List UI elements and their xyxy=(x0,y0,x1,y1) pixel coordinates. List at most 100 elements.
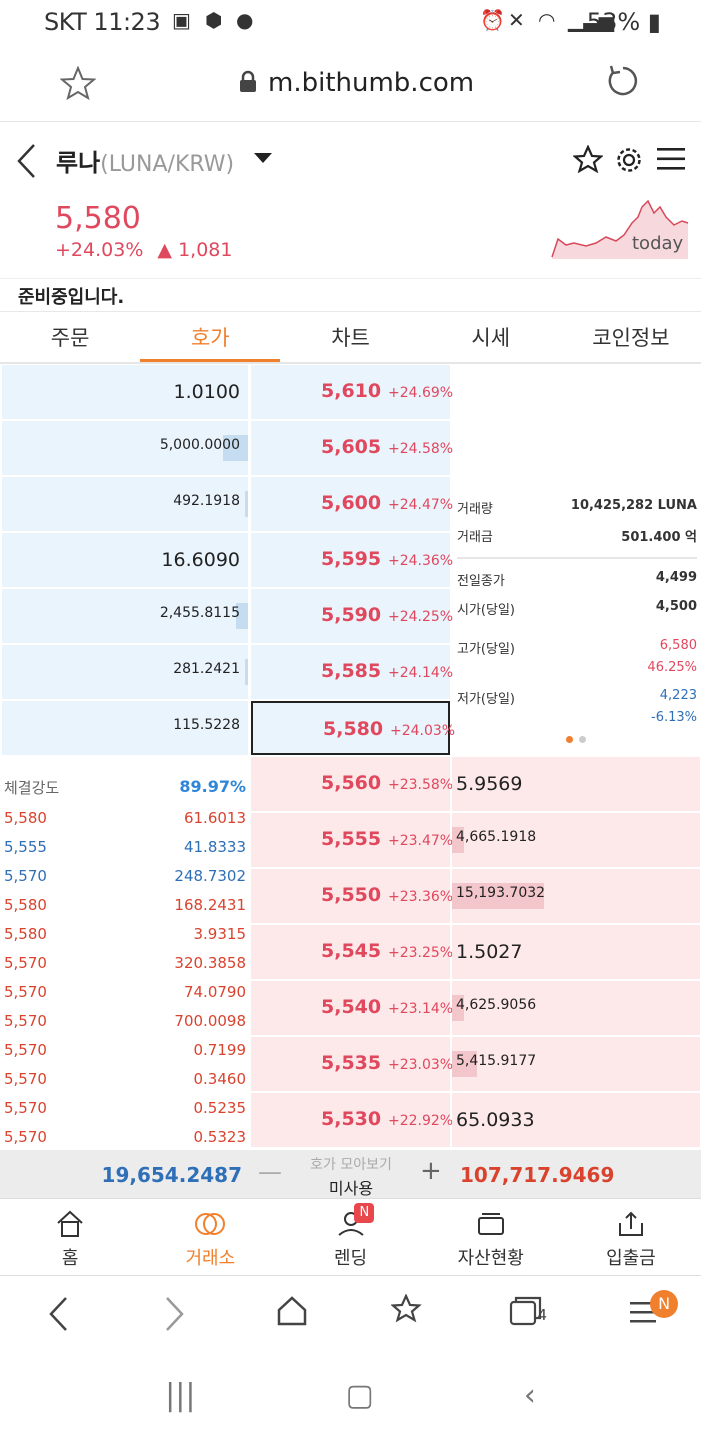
bid-percent: +23.25% xyxy=(388,945,454,961)
browser-menu-button[interactable]: N xyxy=(584,1278,701,1360)
trade-row: 5,570 700.0098 xyxy=(2,1012,248,1041)
trade-quantity: 0.5235 xyxy=(193,1099,247,1117)
tab-chart[interactable]: 차트 xyxy=(331,326,370,350)
trade-row: 5,555 41.8333 xyxy=(2,838,248,867)
back-icon[interactable]: ‹ xyxy=(523,1378,536,1413)
stat-label: 저가(당일) xyxy=(457,692,515,707)
browser-tabs-button[interactable]: 4 xyxy=(467,1278,584,1360)
bid-quantity-cell[interactable]: 5.9569 xyxy=(452,757,700,811)
tab-market[interactable]: 시세 xyxy=(471,326,511,350)
browser-home-button[interactable] xyxy=(234,1278,351,1360)
exchange-icon xyxy=(195,1213,226,1235)
browser-toolbar: 4 N xyxy=(0,1278,701,1360)
trade-price: 5,570 xyxy=(4,867,47,885)
menu-icon[interactable] xyxy=(656,147,686,171)
ask-price-cell[interactable]: 5,580 +24.03% xyxy=(251,701,455,755)
ask-quantity-cell[interactable]: 115.5228 xyxy=(2,701,248,755)
divider xyxy=(457,557,697,559)
bid-price-cell[interactable]: 5,540 +23.14% xyxy=(251,981,453,1035)
bid-quantity-cell[interactable]: 65.0933 xyxy=(452,1093,700,1147)
new-badge: N xyxy=(354,1203,375,1223)
ask-quantity-cell[interactable]: 492.1918 xyxy=(2,477,248,531)
trade-price: 5,580 xyxy=(4,896,47,914)
tab-order[interactable]: 주문 xyxy=(50,326,90,350)
volume-bar xyxy=(452,883,544,909)
ask-quantity-cell[interactable]: 281.2421 xyxy=(2,645,248,699)
toggle-value[interactable]: 미사용 xyxy=(328,1179,374,1198)
coin-title[interactable]: 루나(LUNA/KRW) xyxy=(56,143,234,178)
nav-exchange[interactable]: 거래소 xyxy=(140,1199,280,1275)
strength-label: 체결강도 xyxy=(4,779,60,797)
recent-apps-icon[interactable]: ||| xyxy=(165,1378,196,1413)
bid-quantity-cell[interactable]: 1.5027 xyxy=(452,925,700,979)
current-price: 5,580 xyxy=(55,201,141,236)
trade-row: 5,580 61.6013 xyxy=(2,809,248,838)
page-dot-active[interactable] xyxy=(566,736,573,743)
coin-header: 루나(LUNA/KRW) 5,580 +24.03% ▲ 1,081 today xyxy=(0,123,701,279)
favorite-star-icon[interactable] xyxy=(573,145,603,173)
browser-back-button[interactable] xyxy=(0,1278,117,1360)
bid-quantity: 15,193.7032 xyxy=(456,885,546,901)
bid-price-cell[interactable]: 5,530 +22.92% xyxy=(251,1093,453,1147)
minus-icon[interactable]: — xyxy=(258,1158,282,1186)
alarm-icon: ⏰ xyxy=(480,8,505,32)
nav-assets[interactable]: 자산현황 xyxy=(421,1199,561,1275)
bid-price-cell[interactable]: 5,550 +23.36% xyxy=(251,869,453,923)
price-sparkline xyxy=(551,199,689,259)
ask-price-cell[interactable]: 5,600 +24.47% xyxy=(251,477,453,531)
forward-icon xyxy=(166,1297,184,1331)
browser-forward-button[interactable] xyxy=(117,1278,234,1360)
bid-quantity-cell[interactable]: 4,665.1918 xyxy=(452,813,700,867)
url-text[interactable]: m.bithumb.com xyxy=(268,68,475,98)
ask-price-cell[interactable]: 5,610 +24.69% xyxy=(251,365,453,419)
plus-icon[interactable]: + xyxy=(420,1156,442,1186)
bid-price-cell[interactable]: 5,535 +23.03% xyxy=(251,1037,453,1091)
bid-price-cell[interactable]: 5,555 +23.47% xyxy=(251,813,453,867)
notice-text: 준비중입니다. xyxy=(0,280,701,312)
status-bar: SKT 11:23 ▣ ⬢ ● ⏰ ✕ ◠ ▁▃▅ 53% ▮ xyxy=(0,0,701,44)
stat-value: -6.13% xyxy=(651,710,697,725)
bid-price: 5,560 xyxy=(321,772,382,794)
dropdown-caret-icon[interactable] xyxy=(254,153,272,165)
reload-icon[interactable] xyxy=(606,64,640,98)
ask-price: 5,590 xyxy=(321,604,382,626)
bottom-nav: 홈 거래소 렌딩 N 자산현황 입출금 xyxy=(0,1198,701,1276)
browser-bookmarks-button[interactable] xyxy=(350,1278,467,1360)
ask-percent: +24.58% xyxy=(388,441,454,457)
trade-quantity: 168.2431 xyxy=(174,896,246,914)
ask-price-cell[interactable]: 5,595 +24.36% xyxy=(251,533,453,587)
ask-quantity-cell[interactable]: 2,455.8115 xyxy=(2,589,248,643)
image-icon: ▣ xyxy=(172,8,191,32)
home-button-icon[interactable]: ▢ xyxy=(345,1378,374,1413)
trade-quantity: 0.5323 xyxy=(193,1128,247,1146)
toggle-label: 호가 모아보기 xyxy=(310,1157,392,1173)
nav-home[interactable]: 홈 xyxy=(0,1199,140,1275)
browser-url-bar: m.bithumb.com xyxy=(0,44,701,122)
ask-quantity: 281.2421 xyxy=(173,661,240,677)
ask-price-cell[interactable]: 5,585 +24.14% xyxy=(251,645,453,699)
trade-row: 5,570 320.3858 xyxy=(2,954,248,983)
ask-price-cell[interactable]: 5,590 +24.25% xyxy=(251,589,453,643)
tab-orderbook[interactable]: 호가 xyxy=(140,312,281,362)
bid-quantity-cell[interactable]: 15,193.7032 xyxy=(452,869,700,923)
wifi-icon: ◠ xyxy=(538,8,556,32)
ask-price-cell[interactable]: 5,605 +24.58% xyxy=(251,421,454,475)
bid-price: 5,530 xyxy=(321,1108,382,1130)
nav-label: 입출금 xyxy=(606,1248,656,1269)
bid-quantity-cell[interactable]: 5,415.9177 xyxy=(452,1037,700,1091)
ask-quantity-cell[interactable]: 5,000.0000 xyxy=(2,421,248,475)
page-dot[interactable] xyxy=(579,736,586,743)
back-arrow-icon[interactable] xyxy=(14,141,38,181)
nav-deposit-withdraw[interactable]: 입출금 xyxy=(561,1199,701,1275)
bid-price-cell[interactable]: 5,560 +23.58% xyxy=(251,757,453,811)
ask-quantity-cell[interactable]: 16.6090 xyxy=(2,533,248,587)
bookmark-star-icon[interactable] xyxy=(60,66,96,100)
settings-gear-icon[interactable] xyxy=(614,145,644,175)
tabs-icon xyxy=(509,1296,541,1326)
bid-quantity: 1.5027 xyxy=(456,941,523,963)
nav-lending[interactable]: 렌딩 N xyxy=(280,1199,420,1275)
bid-quantity-cell[interactable]: 4,625.9056 xyxy=(452,981,700,1035)
tab-coin-info[interactable]: 코인정보 xyxy=(592,326,670,350)
ask-quantity-cell[interactable]: 1.0100 xyxy=(2,365,248,419)
bid-price-cell[interactable]: 5,545 +23.25% xyxy=(251,925,454,979)
